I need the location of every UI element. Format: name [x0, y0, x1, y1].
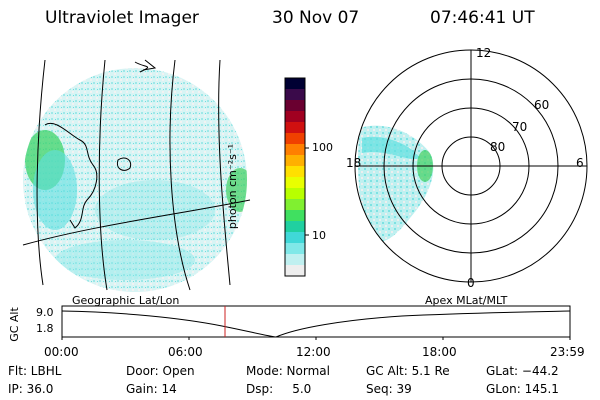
info-gc-alt: GC Alt: 5.1 Re [366, 364, 450, 378]
info-gain: Gain: 14 [126, 382, 177, 396]
colorbar-stripe [285, 199, 305, 211]
info-glon: GLon: 145.1 [486, 382, 559, 396]
colorbar-stripe [285, 221, 305, 233]
mlt-label-0: 0 [467, 276, 475, 290]
colorbar-stripe [285, 111, 305, 123]
polar-grid [354, 49, 588, 283]
instrument-title: Ultraviolet Imager [45, 8, 199, 28]
info-dsp: Dsp: 5.0 [246, 382, 312, 396]
polar-plot [354, 49, 588, 283]
info-seq: Seq: 39 [366, 382, 412, 396]
altitude-xtick-0600: 06:00 [168, 345, 203, 359]
coastline [44, 59, 157, 229]
colorbar-stripe [285, 188, 305, 200]
info-ip: IP: 36.0 [8, 382, 54, 396]
colorbar-stripe [285, 265, 305, 277]
colorbar-tick-10: 10 [312, 229, 326, 242]
colorbar-stripe [285, 155, 305, 167]
color-bar [284, 77, 309, 277]
altitude-xtick-0000: 00:00 [44, 345, 79, 359]
colorbar-stripe [285, 166, 305, 178]
altitude-xtick-2359: 23:59 [550, 345, 585, 359]
info-glat: GLat: −44.2 [486, 364, 559, 378]
colorbar-tick-100: 100 [312, 141, 333, 154]
time-label: 07:46:41 UT [430, 8, 535, 28]
mlt-label-6: 6 [576, 156, 584, 170]
info-filter: Flt: LBHL [8, 364, 62, 378]
colorbar-stripe [285, 210, 305, 222]
geographic-label: Geographic Lat/Lon [72, 294, 180, 307]
mlat-label-60: 60 [534, 98, 550, 112]
altitude-xtick-1200: 12:00 [296, 345, 331, 359]
apex-label: Apex MLat/MLT [425, 294, 508, 307]
mlat-label-70: 70 [512, 120, 528, 134]
mlat-label-80: 80 [490, 140, 506, 154]
geographic-map [22, 59, 251, 292]
date-label: 30 Nov 07 [272, 8, 360, 28]
mlt-label-12: 12 [476, 46, 492, 60]
altitude-plot [61, 305, 571, 340]
colorbar-stripe [285, 243, 305, 255]
info-door: Door: Open [126, 364, 195, 378]
colorbar-stripe [285, 232, 305, 244]
mlt-label-18: 18 [346, 156, 362, 170]
info-mode: Mode: Normal [246, 364, 330, 378]
polar-emission [358, 125, 434, 242]
colorbar-stripe [285, 144, 305, 156]
altitude-ytick-1-8: 1.8 [36, 322, 54, 335]
colorbar-unit-label: photon cm⁻²s⁻¹ [226, 143, 240, 230]
map-grid-lines [22, 59, 251, 291]
colorbar-stripe [285, 177, 305, 189]
altitude-ylabel: GC Alt [7, 307, 21, 342]
colorbar-stripe [285, 133, 305, 145]
colorbar-stripe [285, 78, 305, 90]
emission-image [23, 68, 247, 292]
colorbar-stripe [285, 89, 305, 101]
colorbar-stripe [285, 100, 305, 112]
altitude-ytick-9: 9.0 [36, 306, 54, 319]
colorbar-stripe [285, 122, 305, 134]
altitude-xtick-1800: 18:00 [422, 345, 457, 359]
colorbar-stripe [285, 254, 305, 266]
